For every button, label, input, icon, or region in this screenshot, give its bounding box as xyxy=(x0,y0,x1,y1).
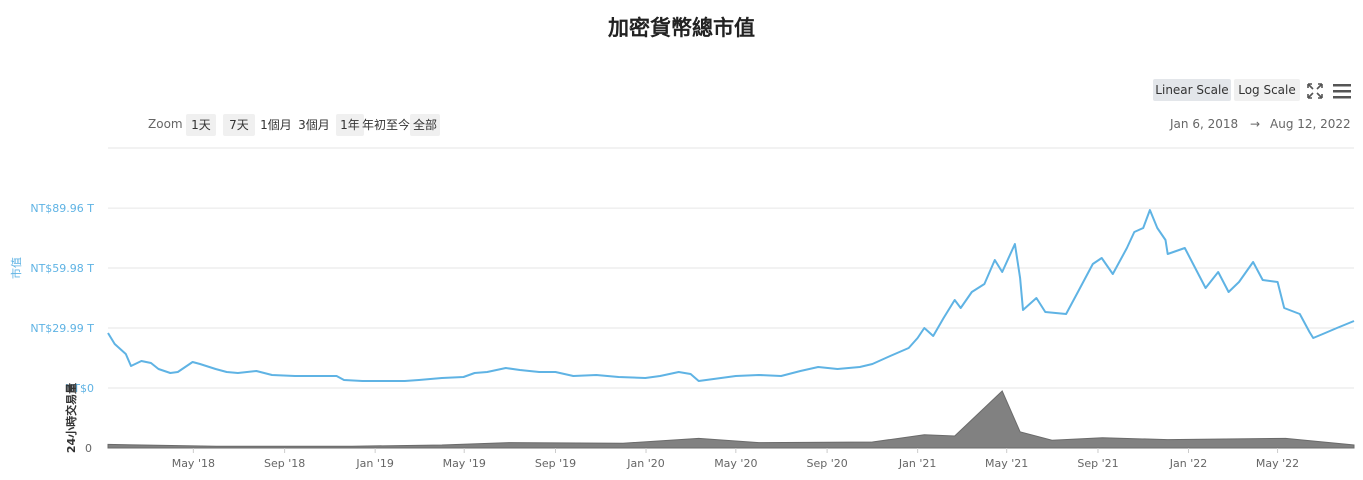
date-range-arrow: → xyxy=(1250,117,1261,131)
log-scale-button[interactable]: Log Scale xyxy=(1234,79,1300,101)
volume-axis-title: 24小時交易量 xyxy=(64,383,78,453)
x-tick-label-4: Sep '19 xyxy=(535,457,576,470)
zoom-ytd-button[interactable]: 年初至今 xyxy=(362,118,411,132)
y-tick-label-1: NT$29.99 T xyxy=(30,322,94,335)
x-tick-label-8: Jan '21 xyxy=(898,457,936,470)
x-tick-label-6: May '20 xyxy=(714,457,757,470)
x-tick-label-12: May '22 xyxy=(1256,457,1299,470)
volume-area xyxy=(107,390,1355,449)
x-tick-label-3: May '19 xyxy=(443,457,486,470)
x-tick-label-10: Sep '21 xyxy=(1077,457,1118,470)
zoom-3m-button[interactable]: 3個月 xyxy=(298,118,330,132)
volume-tick-label-0: 0 xyxy=(85,442,92,455)
y-tick-label-0: NT$0 xyxy=(65,382,94,395)
x-tick-label-2: Jan '19 xyxy=(355,457,393,470)
fullscreen-icon[interactable] xyxy=(1306,82,1324,100)
zoom-1m-button[interactable]: 1個月 xyxy=(260,118,292,132)
volume-series xyxy=(107,390,1355,449)
price-line xyxy=(107,209,1355,382)
zoom-7d-button[interactable]: 7天 xyxy=(223,114,255,136)
y-tick-label-2: NT$59.98 T xyxy=(30,262,94,275)
menu-icon[interactable] xyxy=(1332,82,1352,100)
date-range-start[interactable]: Jan 6, 2018 xyxy=(1170,117,1239,131)
date-range-end[interactable]: Aug 12, 2022 xyxy=(1270,117,1351,131)
zoom-1d-button[interactable]: 1天 xyxy=(186,114,216,136)
zoom-all-button[interactable]: 全部 xyxy=(410,114,440,136)
x-tick-label-1: Sep '18 xyxy=(264,457,305,470)
x-tick-label-5: Jan '20 xyxy=(626,457,664,470)
x-tick-label-0: May '18 xyxy=(172,457,215,470)
x-tick-label-11: Jan '22 xyxy=(1169,457,1207,470)
x-tick-label-9: May '21 xyxy=(985,457,1028,470)
price-series xyxy=(107,209,1355,382)
price-axis-title: 市值 xyxy=(9,257,23,279)
x-ticks: May '18 Sep '18 Jan '19 May '19 Sep '19 Jan '… xyxy=(172,448,1299,470)
linear-scale-button[interactable]: Linear Scale xyxy=(1153,79,1231,101)
y-tick-label-3: NT$89.96 T xyxy=(30,202,94,215)
zoom-label: Zoom xyxy=(148,117,183,131)
x-tick-label-7: Sep '20 xyxy=(806,457,847,470)
chart-title: 加密貨幣總市值 xyxy=(608,16,755,40)
zoom-1y-button[interactable]: 1年 xyxy=(336,114,364,136)
y-ticks: NT$0 NT$29.99 T NT$59.98 T NT$89.96 T 0 xyxy=(30,202,94,455)
